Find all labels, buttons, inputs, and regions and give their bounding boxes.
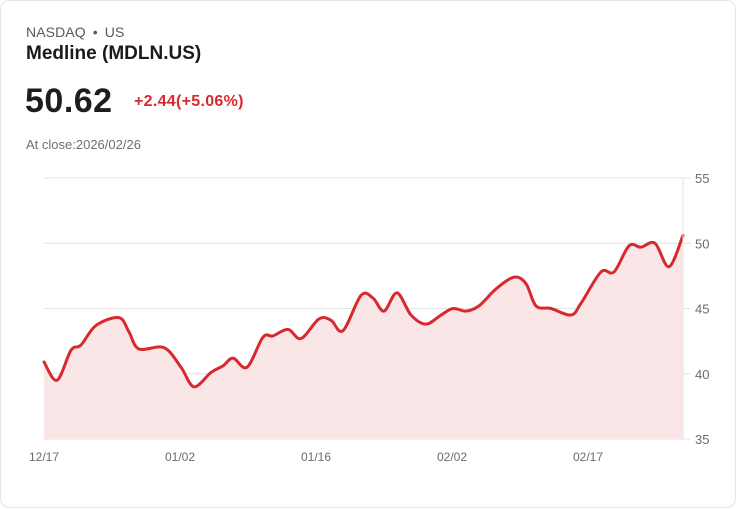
price-change: +2.44(+5.06%) bbox=[134, 93, 244, 110]
y-axis-ticks: 55 50 45 40 35 bbox=[695, 171, 709, 447]
exchange-name: NASDAQ bbox=[26, 24, 86, 40]
x-tick-label: 02/17 bbox=[573, 450, 603, 464]
y-tick-label: 45 bbox=[695, 302, 709, 317]
x-tick-label: 12/17 bbox=[29, 450, 59, 464]
y-tick-label: 40 bbox=[695, 367, 709, 382]
y-tick-label: 35 bbox=[695, 432, 709, 447]
chart-price-line bbox=[42, 233, 685, 389]
exchange-line: NASDAQ • US bbox=[26, 24, 124, 40]
x-tick-label: 02/02 bbox=[437, 450, 467, 464]
y-tick-label: 55 bbox=[695, 171, 709, 186]
separator-dot: • bbox=[92, 24, 98, 40]
current-price: 50.62 bbox=[25, 82, 113, 120]
y-tick-label: 50 bbox=[695, 236, 709, 251]
x-tick-label: 01/16 bbox=[301, 450, 331, 464]
close-date: At close:2026/02/26 bbox=[26, 137, 141, 152]
x-axis-ticks: 12/17 01/02 01/16 02/02 02/17 bbox=[29, 450, 603, 464]
chart-area-fill bbox=[44, 235, 683, 439]
stock-title: Medline (MDLN.US) bbox=[26, 43, 202, 64]
x-tick-label: 01/02 bbox=[165, 450, 195, 464]
region: US bbox=[104, 24, 125, 40]
